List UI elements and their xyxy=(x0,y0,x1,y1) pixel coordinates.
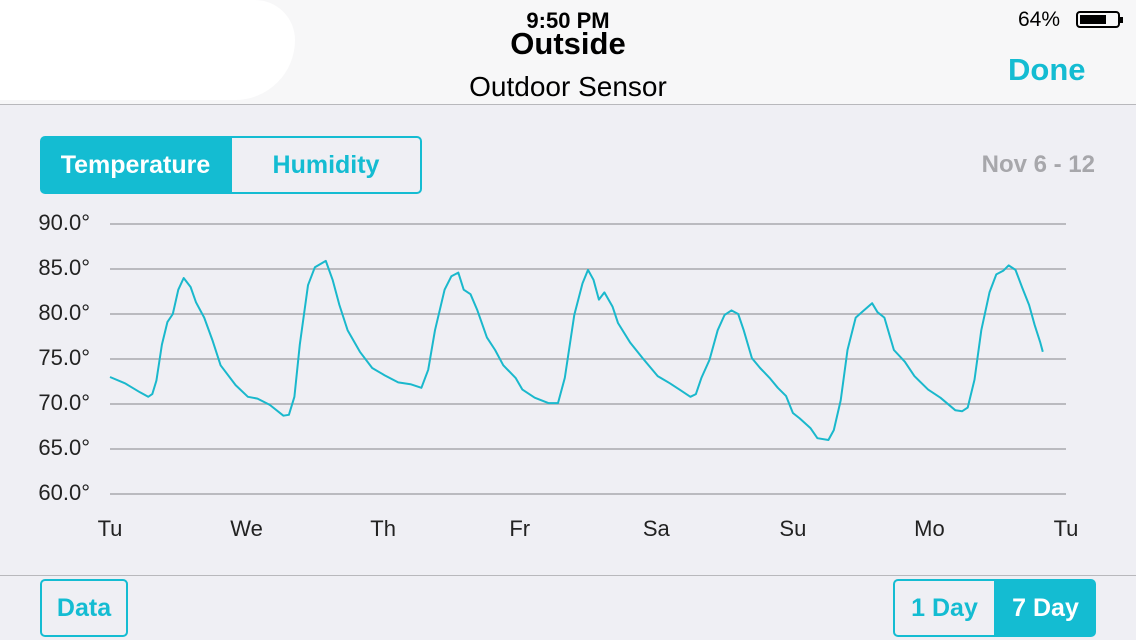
battery-icon xyxy=(1076,11,1123,28)
y-tick-label: 85.0° xyxy=(38,255,90,280)
y-tick-label: 70.0° xyxy=(38,390,90,415)
x-tick-label: Tu xyxy=(1054,516,1079,541)
divider xyxy=(0,575,1136,576)
status-time: 9:50 PM xyxy=(526,8,610,33)
temperature-line xyxy=(109,259,1044,441)
page-title: Outside xyxy=(510,26,626,61)
data-button[interactable]: Data xyxy=(40,579,128,637)
y-tick-label: 65.0° xyxy=(38,435,90,460)
redaction xyxy=(0,0,295,100)
date-range: Nov 6 - 12 xyxy=(981,151,1095,178)
x-tick-label: We xyxy=(230,516,263,541)
x-tick-label: Tu xyxy=(98,516,123,541)
y-tick-label: 80.0° xyxy=(38,300,90,325)
x-tick-label: Fr xyxy=(509,516,530,541)
y-tick-label: 90.0° xyxy=(38,210,90,235)
page-subtitle: Outdoor Sensor xyxy=(469,71,667,102)
battery-level: 64% xyxy=(1018,8,1061,31)
humidity-tab[interactable]: Humidity xyxy=(230,136,422,194)
y-tick-label: 60.0° xyxy=(38,480,90,505)
seven-day-button[interactable]: 7 Day xyxy=(995,579,1096,637)
x-tick-label: Sa xyxy=(643,516,671,541)
x-tick-label: Mo xyxy=(914,516,945,541)
x-tick-label: Su xyxy=(779,516,806,541)
one-day-button[interactable]: 1 Day xyxy=(893,579,996,637)
x-tick-label: Th xyxy=(370,516,396,541)
y-tick-label: 75.0° xyxy=(38,345,90,370)
temperature-tab[interactable]: Temperature xyxy=(40,136,231,194)
done-button[interactable]: Done xyxy=(1008,52,1086,87)
